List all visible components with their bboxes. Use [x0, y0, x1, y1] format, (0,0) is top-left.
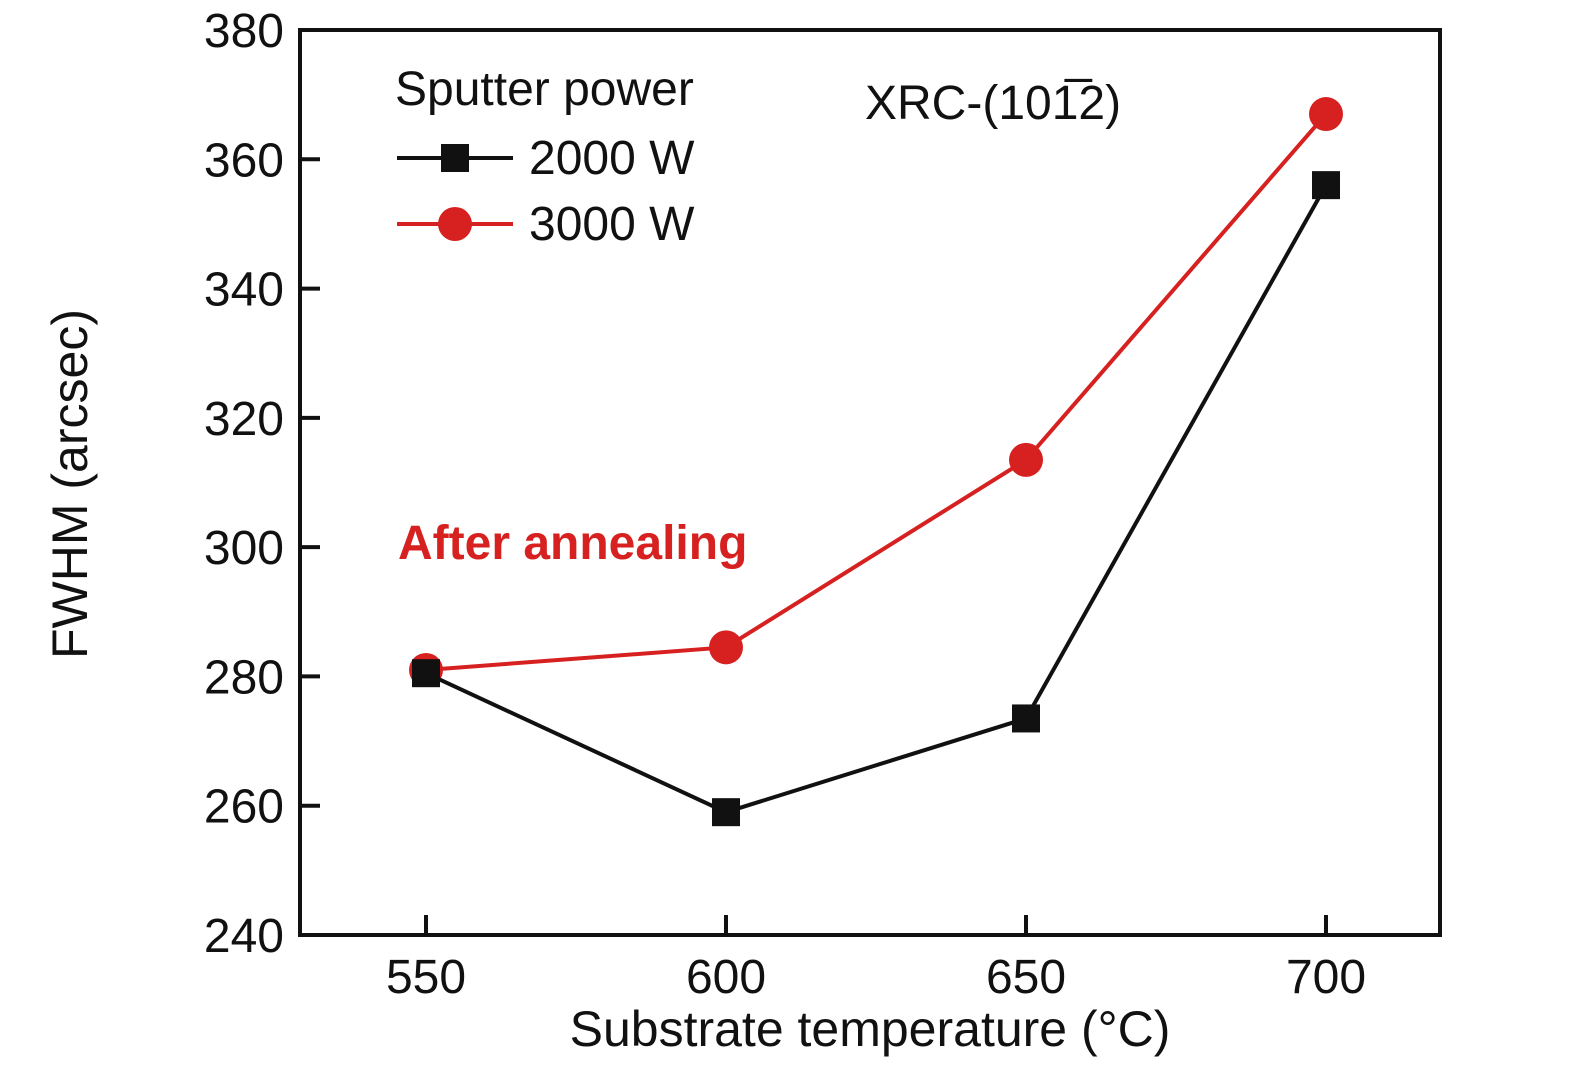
legend: Sputter power 2000 W 3000 W — [395, 62, 694, 255]
data-point-circle — [1009, 442, 1043, 477]
y-axis-label: FWHM (arcsec) — [42, 309, 98, 659]
x-tick-label: 550 — [386, 951, 466, 1004]
series-line-2000-w — [425, 184, 1328, 815]
data-point-square — [1012, 704, 1040, 733]
series-line-3000-w — [425, 112, 1328, 672]
x-axis-label: Substrate temperature (°C) — [569, 1001, 1171, 1057]
circle-marker-icon — [438, 207, 472, 241]
square-marker-icon — [441, 144, 469, 172]
data-point-square — [1312, 171, 1340, 200]
y-tick-label: 300 — [204, 522, 284, 575]
data-point-circle — [1309, 97, 1343, 132]
y-tick-label: 380 — [204, 5, 284, 58]
plot-frame — [298, 28, 1442, 937]
legend-marker-3000w-icon — [397, 207, 513, 241]
y-tick-label: 320 — [204, 393, 284, 446]
legend-title: Sputter power — [395, 63, 694, 116]
x-tick-label: 700 — [1286, 951, 1366, 1004]
x-tick-label: 600 — [686, 951, 766, 1004]
y-tick-label: 360 — [204, 134, 284, 187]
y-tick-label: 340 — [204, 264, 284, 317]
annotation-xrc: XRC-(101̅2) — [865, 77, 1122, 130]
y-tick-label: 240 — [204, 910, 284, 963]
legend-label-3000w: 3000 W — [529, 197, 695, 251]
legend-marker-2000w-icon — [397, 144, 513, 172]
annotation-after-annealing: After annealing — [398, 517, 748, 570]
y-tick-label: 280 — [204, 651, 284, 704]
data-point-circle — [709, 630, 743, 665]
data-point-square — [412, 659, 440, 688]
data-point-square — [712, 798, 740, 827]
x-tick-label: 650 — [986, 951, 1066, 1004]
y-tick-label: 260 — [204, 781, 284, 834]
legend-entry-2000w: 2000 W — [395, 127, 694, 189]
legend-label-2000w: 2000 W — [529, 131, 695, 185]
legend-entry-3000w: 3000 W — [395, 193, 694, 255]
